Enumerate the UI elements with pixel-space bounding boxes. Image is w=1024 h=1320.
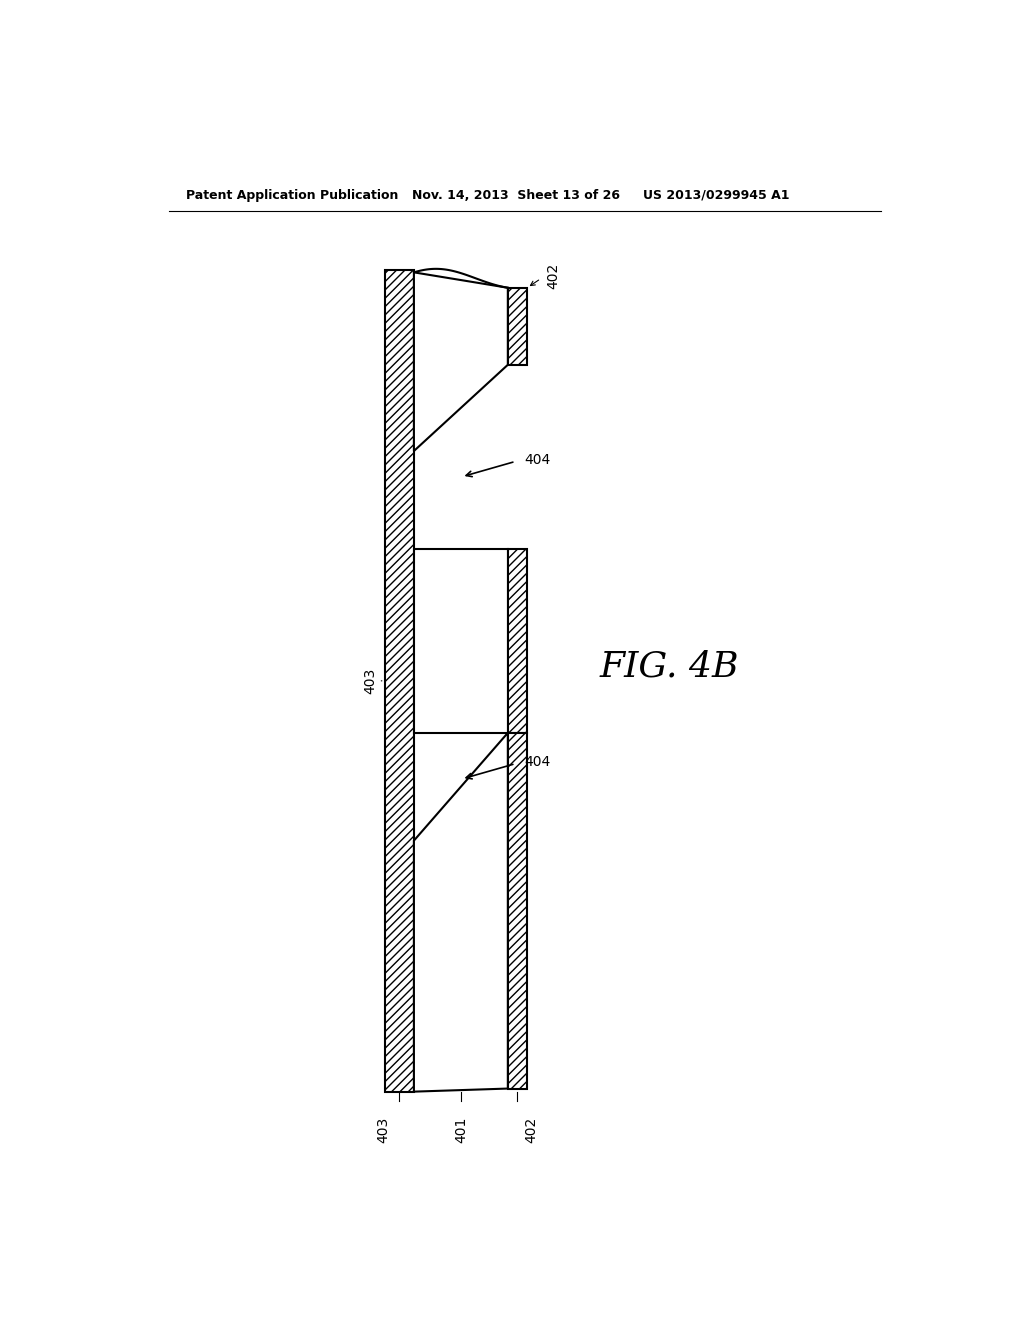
Text: 402: 402 [547,263,560,289]
Text: 403: 403 [376,1117,390,1143]
Text: 403: 403 [362,668,377,694]
Polygon shape [414,272,508,451]
Polygon shape [414,549,508,733]
Bar [508,549,527,733]
Text: 401: 401 [454,1117,468,1143]
Text: Nov. 14, 2013  Sheet 13 of 26: Nov. 14, 2013 Sheet 13 of 26 [412,189,620,202]
Text: FIG. 4B: FIG. 4B [600,649,739,684]
Text: 404: 404 [524,453,551,467]
Polygon shape [414,733,508,1092]
Bar [508,733,527,1089]
Bar [508,288,527,364]
Bar [385,271,414,1092]
Text: Patent Application Publication: Patent Application Publication [186,189,398,202]
Text: 404: 404 [524,755,551,770]
Text: 402: 402 [524,1117,538,1143]
Text: US 2013/0299945 A1: US 2013/0299945 A1 [643,189,790,202]
